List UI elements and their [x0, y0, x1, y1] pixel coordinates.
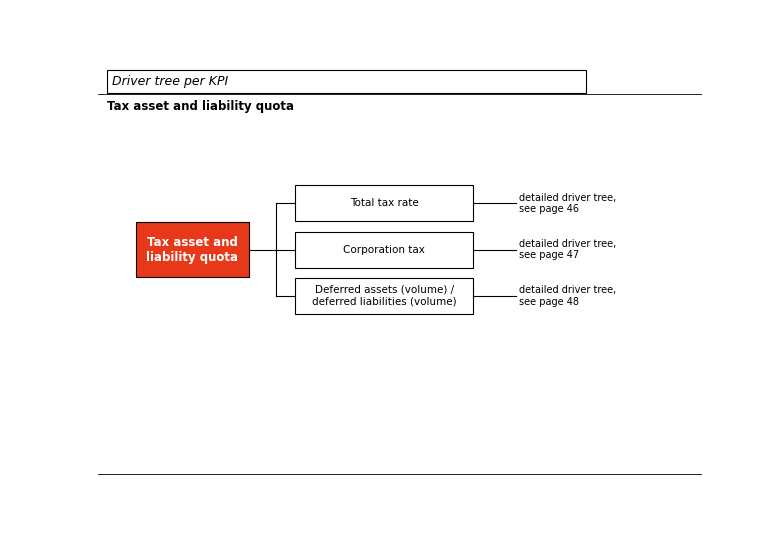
Text: Driver tree per KPI: Driver tree per KPI — [112, 75, 229, 88]
Text: detailed driver tree,
see page 47: detailed driver tree, see page 47 — [519, 239, 616, 260]
Text: Tax asset and
liability quota: Tax asset and liability quota — [147, 235, 239, 264]
Text: Deferred assets (volume) /
deferred liabilities (volume): Deferred assets (volume) / deferred liab… — [312, 285, 456, 307]
Text: Tax asset and liability quota: Tax asset and liability quota — [107, 100, 294, 113]
FancyBboxPatch shape — [295, 278, 473, 314]
FancyBboxPatch shape — [107, 70, 586, 93]
FancyBboxPatch shape — [136, 222, 249, 278]
FancyBboxPatch shape — [295, 232, 473, 268]
Text: Total tax rate: Total tax rate — [350, 198, 419, 208]
Text: detailed driver tree,
see page 46: detailed driver tree, see page 46 — [519, 193, 616, 214]
FancyBboxPatch shape — [295, 185, 473, 221]
Text: detailed driver tree,
see page 48: detailed driver tree, see page 48 — [519, 285, 616, 307]
Text: Corporation tax: Corporation tax — [343, 245, 425, 254]
